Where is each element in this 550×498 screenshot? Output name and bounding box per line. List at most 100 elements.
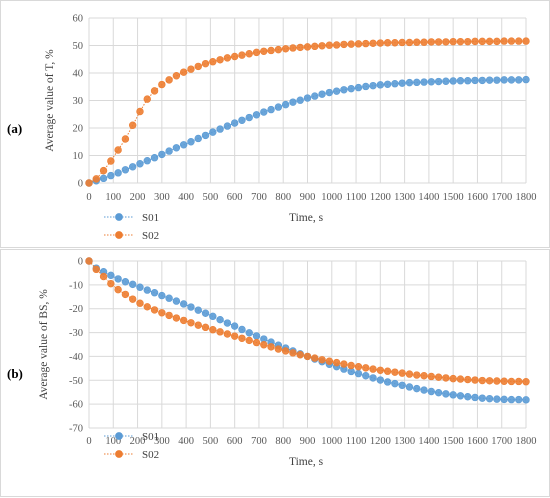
data-point-s01 (209, 128, 217, 136)
data-point-s02 (340, 40, 348, 49)
data-point-s01 (281, 100, 290, 109)
data-point-s02 (362, 39, 370, 48)
x-tick-label: 1100 (346, 436, 367, 447)
x-tick-label: 200 (130, 192, 146, 203)
y-tick-label: -50 (69, 376, 83, 387)
data-point-s02 (434, 38, 443, 46)
data-point-s02 (143, 95, 151, 103)
x-tick-label: 1800 (516, 192, 537, 203)
data-point-s02 (464, 37, 472, 46)
data-point-s02 (92, 265, 100, 274)
data-point-s01 (267, 105, 275, 114)
data-point-s01 (252, 111, 261, 119)
data-point-s02 (383, 39, 392, 47)
x-tick-label: 600 (227, 192, 243, 203)
data-point-s01 (172, 297, 181, 305)
data-point-s02 (456, 37, 465, 46)
x-tick-label: 700 (251, 436, 267, 447)
data-point-s01 (194, 134, 202, 143)
x-tick-label: 800 (275, 436, 291, 447)
x-tick-label: 700 (251, 192, 267, 203)
data-point-s01 (252, 332, 261, 340)
data-point-s01 (303, 94, 312, 102)
data-point-s02 (442, 374, 450, 382)
data-point-s02 (99, 166, 108, 175)
data-point-s01 (456, 76, 465, 85)
data-point-s01 (391, 80, 399, 88)
data-point-s02 (522, 37, 530, 45)
data-point-s01 (179, 141, 188, 149)
data-point-s01 (485, 76, 494, 84)
data-point-s01 (478, 394, 486, 402)
data-point-s01 (158, 150, 166, 159)
data-point-s01 (434, 77, 443, 86)
data-point-s02 (500, 37, 508, 45)
legend-marker-s01 (115, 213, 123, 221)
x-tick-label: 1400 (418, 192, 439, 203)
data-point-s02 (369, 39, 377, 47)
data-point-s02 (85, 179, 93, 187)
data-point-s02 (413, 371, 421, 379)
data-point-s02 (303, 352, 312, 361)
data-point-s01 (325, 88, 334, 97)
data-point-s02 (172, 72, 181, 80)
data-point-s02 (500, 377, 508, 385)
data-point-s02 (274, 45, 283, 54)
data-point-s02 (143, 303, 151, 311)
data-point-s01 (347, 84, 355, 93)
x-tick-label: 1500 (443, 192, 464, 203)
data-point-s02 (165, 76, 173, 84)
data-point-s02 (493, 377, 501, 385)
data-point-s01 (107, 171, 115, 180)
data-point-s01 (201, 131, 210, 140)
data-point-s01 (143, 286, 151, 294)
data-point-s02 (129, 295, 137, 303)
x-tick-label: 1400 (418, 436, 439, 447)
data-point-s01 (391, 379, 399, 388)
data-point-s01 (456, 392, 465, 400)
data-point-s02 (201, 323, 210, 332)
data-point-s02 (216, 328, 224, 336)
data-point-s01 (340, 86, 348, 94)
panel-b: (b) 0 -10 -20 -30 -40 -50 -60 -70 0 100 200 300 400 5… (0, 249, 550, 497)
y-tick-label: 50 (73, 41, 84, 52)
data-point-s01 (150, 289, 159, 297)
data-point-s01 (143, 157, 151, 165)
data-point-s01 (369, 374, 377, 382)
legend-label-s01: S01 (142, 212, 159, 224)
data-point-s02 (296, 351, 304, 359)
data-point-s02 (354, 362, 363, 371)
x-tick-label: 900 (300, 436, 316, 447)
legend-label-s01: S01 (142, 431, 159, 443)
data-point-s01 (121, 166, 130, 174)
data-point-s02 (318, 42, 326, 50)
y-tick-label: 10 (73, 151, 84, 162)
data-point-s01 (201, 309, 210, 317)
data-point-s02 (413, 38, 421, 46)
data-point-s01 (398, 381, 406, 389)
data-point-s02 (216, 56, 224, 64)
data-point-s01 (362, 372, 370, 380)
data-point-s01 (427, 78, 436, 86)
data-point-s01 (172, 144, 181, 152)
x-tick-label: 1000 (321, 436, 342, 447)
data-point-s02 (107, 157, 115, 165)
data-point-s01 (165, 147, 173, 155)
data-point-s02 (289, 44, 297, 52)
data-point-s01 (405, 383, 414, 391)
data-point-s01 (449, 77, 457, 85)
data-point-s02 (172, 314, 181, 322)
data-point-s02 (311, 42, 319, 51)
data-point-s02 (230, 332, 239, 340)
data-point-s02 (150, 306, 159, 314)
data-point-s02 (427, 372, 436, 381)
x-tick-label: 1200 (370, 436, 391, 447)
x-tick-label: 400 (178, 192, 194, 203)
x-axis-title: Time, s (289, 456, 324, 468)
x-tick-label: 1100 (346, 192, 367, 203)
legend-label-s02: S02 (142, 449, 159, 461)
data-point-s01 (332, 87, 341, 95)
data-point-s02 (252, 48, 261, 57)
x-tick-label: 1500 (443, 436, 464, 447)
data-point-s01 (238, 116, 246, 125)
